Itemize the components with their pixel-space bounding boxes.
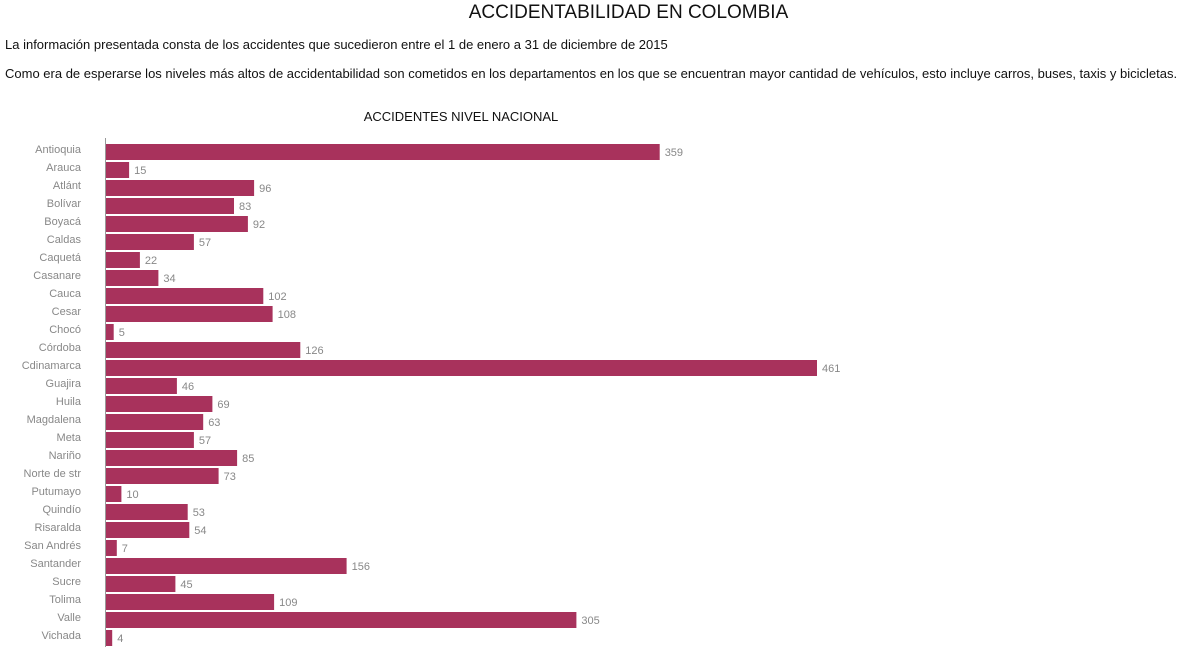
bar[interactable] [106, 504, 188, 520]
bars [106, 144, 817, 646]
category-label: Nariño [49, 450, 81, 462]
category-label: Risaralda [35, 522, 82, 534]
bar[interactable] [106, 594, 275, 610]
bar[interactable] [106, 198, 234, 214]
bar[interactable] [106, 324, 114, 340]
category-label: Córdoba [39, 342, 82, 354]
bar[interactable] [106, 180, 255, 196]
bar[interactable] [106, 558, 347, 574]
chart-title: ACCIDENTES NIVEL NACIONAL [364, 109, 559, 124]
bar[interactable] [106, 216, 248, 232]
data-label: 108 [278, 309, 296, 321]
category-label: Norte de str [24, 468, 82, 480]
data-label: 22 [145, 255, 157, 267]
data-label: 5 [119, 327, 125, 339]
bar[interactable] [106, 288, 264, 304]
bar[interactable] [106, 486, 122, 502]
data-label: 45 [180, 579, 192, 591]
category-label: Casanare [33, 270, 81, 282]
data-label: 34 [163, 273, 175, 285]
category-label: Antioquia [35, 144, 82, 156]
bar[interactable] [106, 540, 117, 556]
data-label: 4 [117, 633, 123, 645]
category-label: Caldas [47, 234, 82, 246]
bar[interactable] [106, 234, 194, 250]
data-label: 15 [134, 165, 146, 177]
data-label: 73 [224, 471, 236, 483]
data-label: 359 [665, 147, 683, 159]
bar[interactable] [106, 342, 301, 358]
bar[interactable] [106, 306, 273, 322]
data-label: 156 [352, 561, 370, 573]
data-label: 7 [122, 543, 128, 555]
data-label: 57 [199, 237, 211, 249]
category-label: Guajira [46, 378, 82, 390]
data-label: 305 [581, 615, 599, 627]
data-label: 10 [126, 489, 138, 501]
data-label: 46 [182, 381, 194, 393]
category-label: Cesar [52, 306, 82, 318]
category-label: Huila [56, 396, 82, 408]
data-label: 63 [208, 417, 220, 429]
data-label: 69 [217, 399, 229, 411]
bar[interactable] [106, 432, 194, 448]
category-label: San Andrés [24, 540, 81, 552]
category-label: Boyacá [44, 216, 82, 228]
bar[interactable] [106, 252, 140, 268]
bar[interactable] [106, 450, 238, 466]
data-label: 102 [268, 291, 286, 303]
category-label: Sucre [52, 576, 81, 588]
category-label: Cdinamarca [22, 360, 82, 372]
category-label: Vichada [41, 630, 81, 642]
bar[interactable] [106, 162, 130, 178]
bar[interactable] [106, 468, 219, 484]
category-label: Quindío [42, 504, 81, 516]
category-label: Atlánt [53, 180, 81, 192]
category-label: Meta [57, 432, 82, 444]
data-label: 83 [239, 201, 251, 213]
data-label: 54 [194, 525, 206, 537]
category-label: Valle [57, 612, 81, 624]
category-label: Cauca [49, 288, 82, 300]
page-title: ACCIDENTABILIDAD EN COLOMBIA [468, 2, 789, 23]
bar[interactable] [106, 612, 577, 628]
category-label: Caquetá [39, 252, 81, 264]
category-label: Santander [30, 558, 81, 570]
bar[interactable] [106, 144, 660, 160]
data-label: 53 [193, 507, 205, 519]
category-label: Bolívar [47, 198, 82, 210]
data-label: 461 [822, 363, 840, 375]
data-label: 109 [279, 597, 297, 609]
bar[interactable] [106, 414, 204, 430]
bar[interactable] [106, 576, 176, 592]
bar[interactable] [106, 270, 159, 286]
category-label: Arauca [46, 162, 82, 174]
bar[interactable] [106, 378, 177, 394]
category-labels: Antioquia Arauca Atlánt Bolívar Boyacá Caldas… [22, 144, 82, 642]
data-label: 92 [253, 219, 265, 231]
category-label: Putumayo [31, 486, 81, 498]
category-label: Chocó [49, 324, 81, 336]
data-label: 96 [259, 183, 271, 195]
intro-paragraph: La información presentada consta de los … [5, 37, 668, 52]
category-label: Magdalena [27, 414, 82, 426]
description-paragraph: Como era de esperarse los niveles más al… [5, 66, 1178, 81]
bar[interactable] [106, 360, 817, 376]
data-label: 126 [305, 345, 323, 357]
bar[interactable] [106, 396, 213, 412]
bar[interactable] [106, 522, 190, 538]
category-label: Tolima [49, 594, 82, 606]
data-label: 57 [199, 435, 211, 447]
bar[interactable] [106, 630, 113, 646]
data-label: 85 [242, 453, 254, 465]
